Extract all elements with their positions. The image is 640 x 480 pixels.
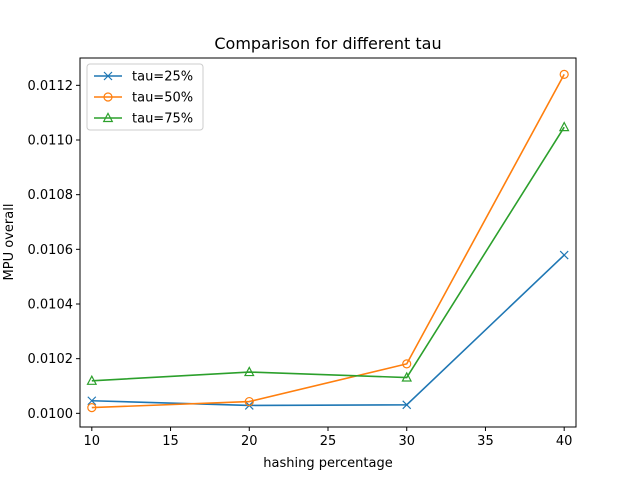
legend-item: tau=75% <box>94 112 193 127</box>
data-point <box>402 359 412 369</box>
legend-item: tau=50% <box>94 91 193 106</box>
legend-label: tau=75% <box>132 112 193 127</box>
legend-label: tau=25% <box>132 70 193 85</box>
x-tick-label: 25 <box>320 434 337 449</box>
data-point <box>87 396 97 406</box>
y-tick-label: 0.0110 <box>28 134 74 149</box>
data-point <box>559 69 569 80</box>
y-tick-label: 0.0112 <box>28 79 74 94</box>
plot-area <box>86 69 570 413</box>
legend-marker <box>102 112 114 123</box>
y-tick-label: 0.0102 <box>28 352 74 367</box>
chart-title: Comparison for different tau <box>214 34 441 53</box>
x-axis: 10 15 20 25 30 35 40 <box>84 427 573 449</box>
data-point <box>401 371 413 382</box>
x-tick-label: 40 <box>556 434 573 449</box>
legend-label: tau=50% <box>132 91 193 106</box>
y-axis: 0.0100 0.0102 0.0104 0.0106 0.0108 0.0110 0.01… <box>28 79 80 422</box>
legend-item: tau=25% <box>94 70 193 85</box>
data-point <box>558 121 570 132</box>
y-tick-label: 0.0104 <box>28 298 74 313</box>
data-point <box>559 250 569 260</box>
y-tick-label: 0.0100 <box>28 407 74 422</box>
y-axis-title: MPU overall <box>2 204 17 281</box>
series-line <box>91 126 565 382</box>
legend-box <box>86 63 204 131</box>
legend-marker <box>103 71 113 81</box>
data-point <box>243 366 255 377</box>
x-tick-label: 15 <box>162 434 179 449</box>
legend-marker <box>103 92 113 102</box>
x-tick-label: 30 <box>398 434 415 449</box>
x-tick-label: 20 <box>241 434 258 449</box>
data-point <box>402 400 412 410</box>
series-line <box>91 74 565 409</box>
data-point <box>87 402 97 413</box>
data-point <box>86 374 98 385</box>
series-line <box>91 254 565 407</box>
x-tick-label: 35 <box>477 434 494 449</box>
x-tick-label: 10 <box>84 434 101 449</box>
y-tick-label: 0.0108 <box>28 188 74 203</box>
x-axis-title: hashing percentage <box>263 456 392 471</box>
legend: tau=25% tau=50% tau=75% <box>86 63 204 131</box>
data-point <box>244 396 254 407</box>
y-tick-label: 0.0106 <box>28 243 74 258</box>
